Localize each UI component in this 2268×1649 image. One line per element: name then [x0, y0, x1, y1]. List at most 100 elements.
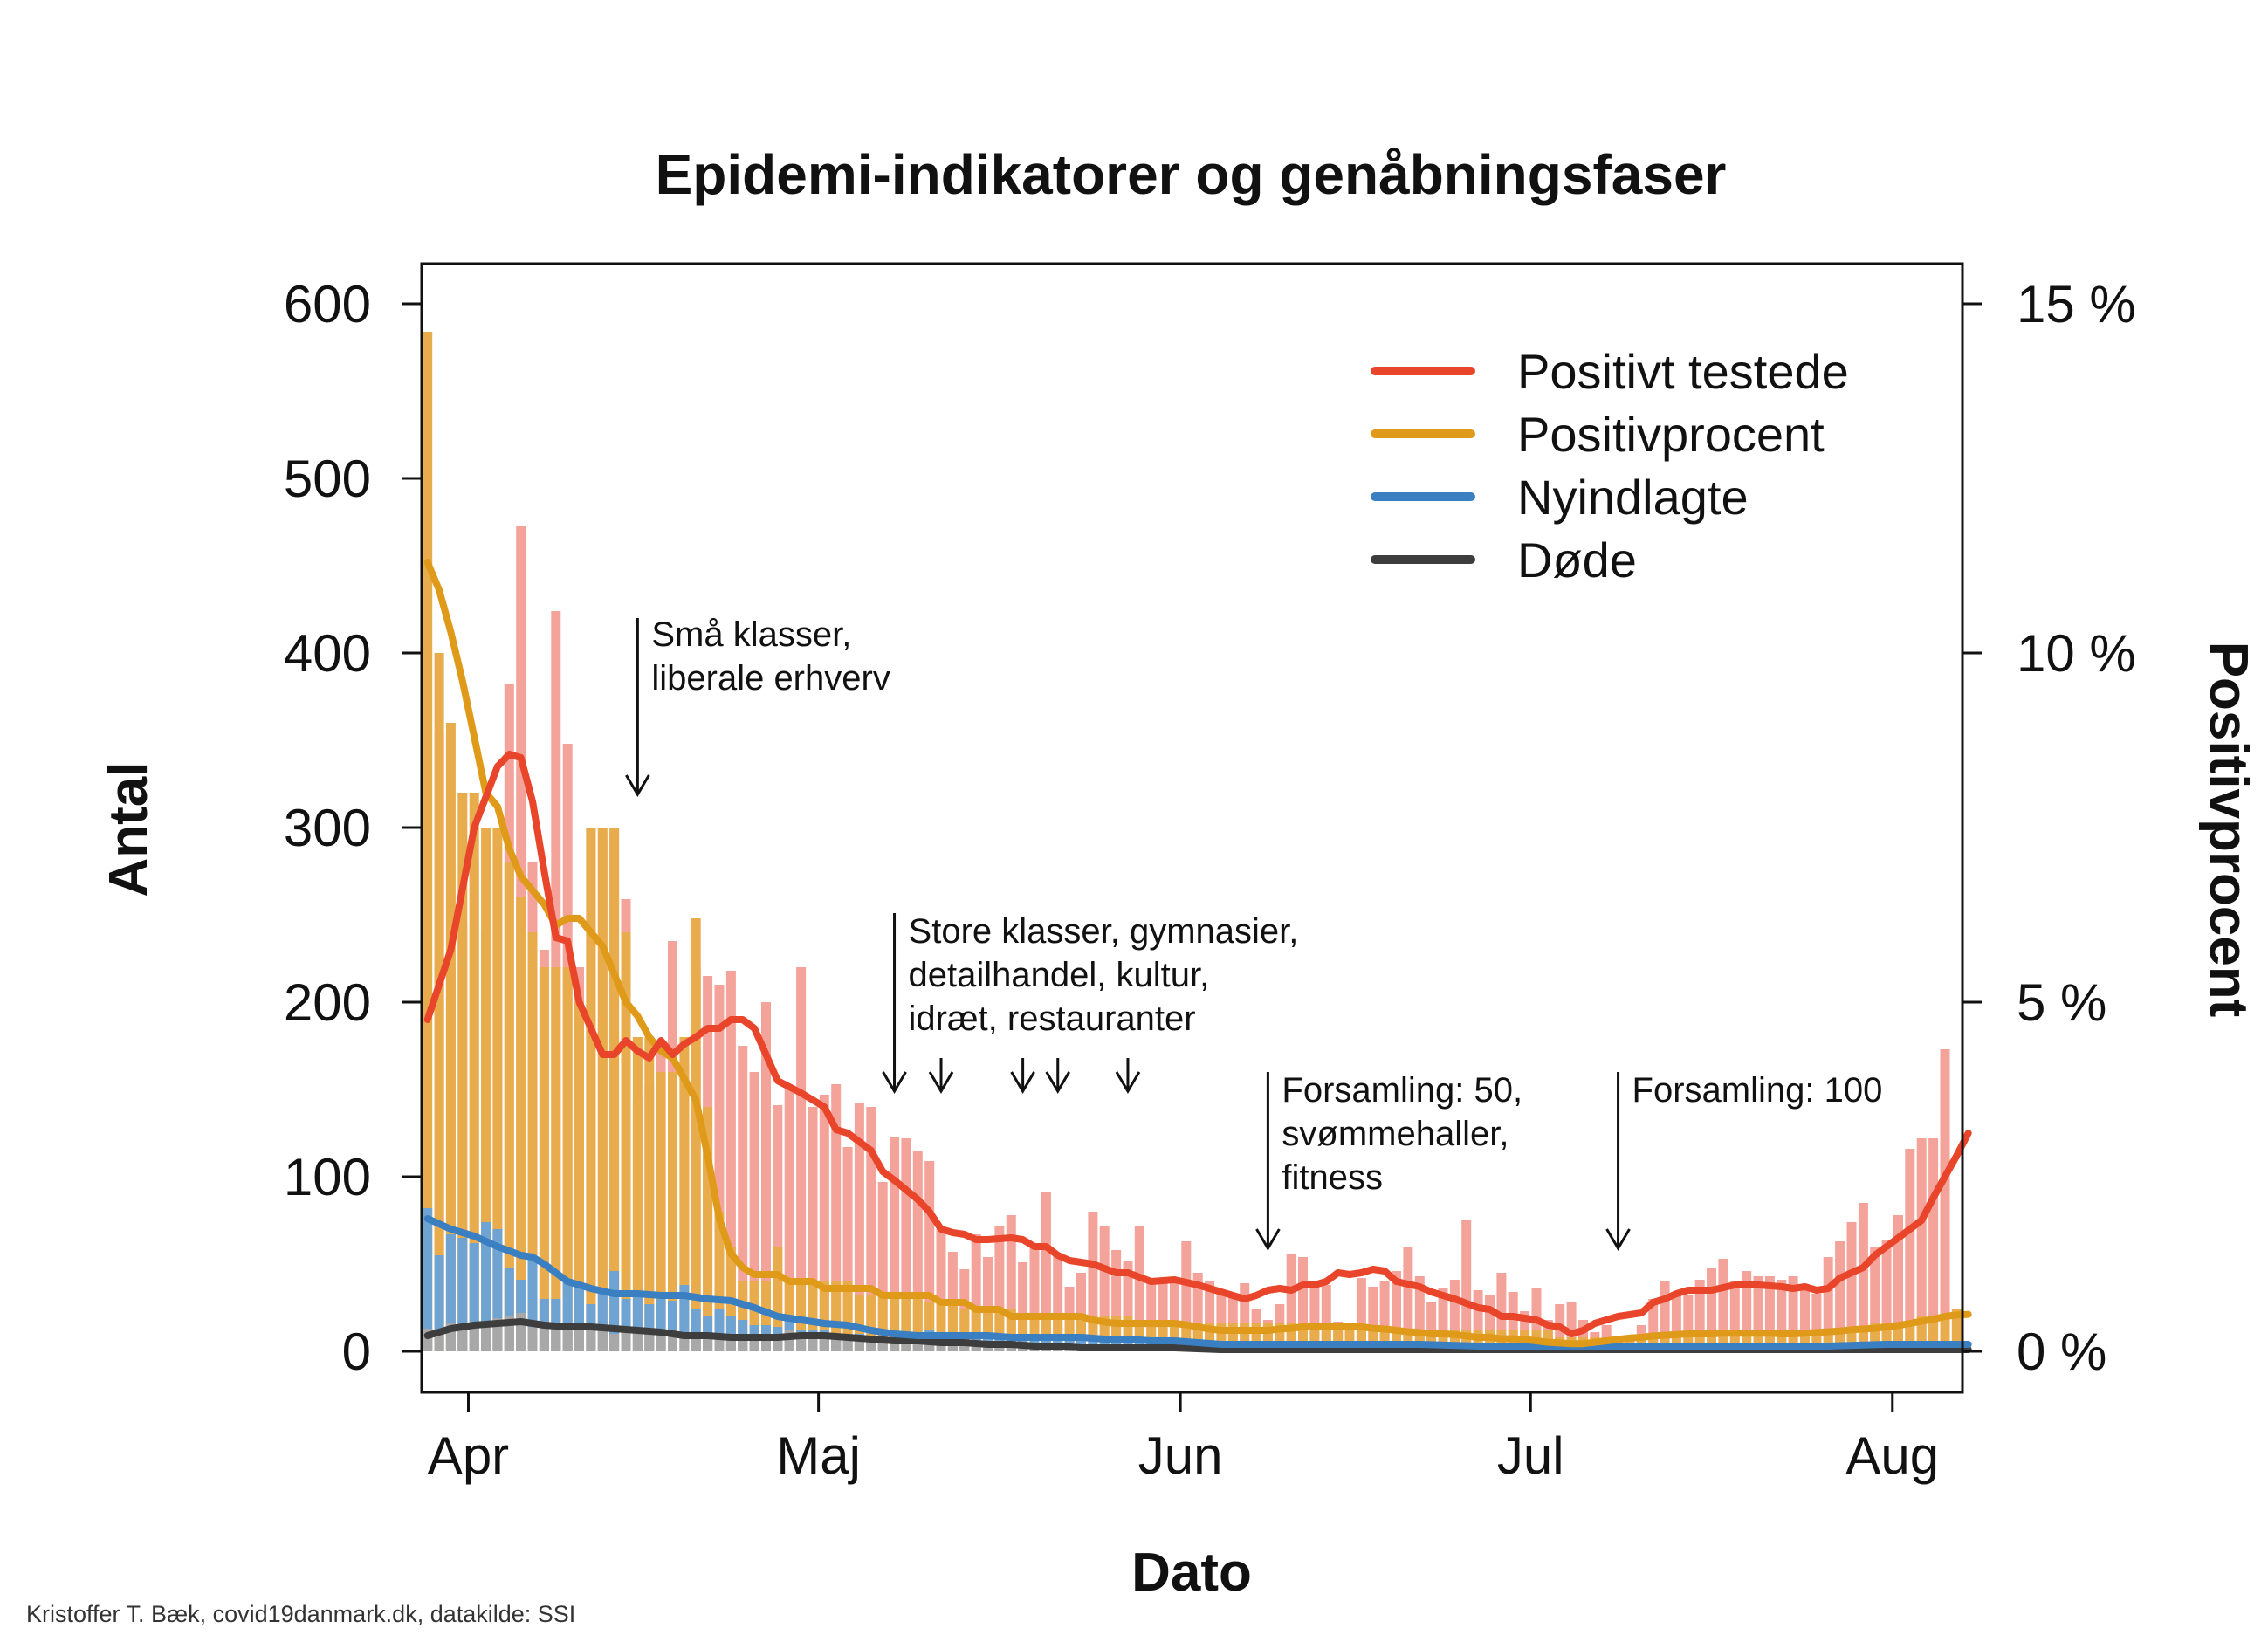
percent-bar	[1461, 1330, 1472, 1351]
cases-bar	[994, 1226, 1005, 1351]
percent-bar	[1811, 1330, 1822, 1351]
cases-bar	[1111, 1250, 1122, 1351]
bottom-axis: Apr Maj Jun Jul Aug	[428, 1392, 1939, 1485]
cases-bar	[1694, 1280, 1705, 1351]
death-bar	[632, 1330, 643, 1351]
death-bar	[714, 1337, 725, 1351]
legend-label: Positivt testede	[1517, 344, 1849, 399]
cases-bar	[1777, 1280, 1787, 1351]
cases-bar	[761, 1002, 771, 1351]
percent-bar	[971, 1309, 981, 1351]
percent-bar	[819, 1281, 829, 1351]
cases-bar	[1158, 1281, 1168, 1351]
cases-bar	[1742, 1271, 1752, 1351]
cases-bar	[890, 1137, 900, 1351]
percent-bar	[1088, 1316, 1098, 1351]
percent-bar	[1286, 1323, 1296, 1351]
left-axis: 0 100 200 300 400 500 600	[284, 275, 422, 1381]
annotation-arrow	[1045, 1058, 1071, 1094]
percent-bar	[691, 918, 701, 1351]
death-bar	[574, 1327, 584, 1351]
death-bar	[796, 1332, 807, 1351]
death-bar	[912, 1343, 923, 1351]
percent-bar	[1858, 1330, 1868, 1351]
y-axis-left-title: Antal	[99, 762, 159, 897]
cases-bar	[1578, 1320, 1588, 1351]
cases-bar	[1146, 1283, 1157, 1351]
death-bar	[890, 1341, 900, 1351]
percent-bar	[539, 967, 549, 1351]
deaths-line	[423, 1318, 1972, 1353]
cases-bar	[1729, 1281, 1740, 1351]
annotation-arrow	[928, 1058, 954, 1094]
cases-bar	[1053, 1255, 1063, 1351]
death-bar	[539, 1329, 549, 1351]
cases-bar	[877, 1182, 888, 1351]
percent-bar	[773, 1247, 783, 1351]
cases-bar	[971, 1234, 981, 1351]
percent-bar	[445, 723, 456, 1351]
cases-bar	[1764, 1276, 1775, 1351]
percent-bar	[936, 1302, 946, 1351]
cases-bar	[1671, 1295, 1681, 1351]
percent-bar	[877, 1295, 888, 1351]
legend: Positivt testede Positivprocent Nyindlagte…	[1371, 344, 1849, 587]
x-tick-label: Apr	[428, 1426, 509, 1485]
percent-bar	[1006, 1309, 1016, 1351]
percent-bar	[1729, 1330, 1740, 1351]
cases-bar	[1753, 1276, 1763, 1351]
cases-bar	[1123, 1261, 1133, 1351]
cases-bar	[1368, 1287, 1378, 1351]
cases-bar	[1648, 1299, 1659, 1351]
percent-bar	[1764, 1330, 1775, 1351]
percent-bar	[1742, 1330, 1752, 1351]
cases-bar	[1461, 1220, 1472, 1351]
percent-bar	[632, 1037, 643, 1351]
cases-bar	[1846, 1222, 1857, 1351]
percent-bar	[1788, 1330, 1798, 1351]
percent-bar	[668, 1072, 677, 1351]
percent-bar	[901, 1295, 911, 1351]
cases-bar	[1660, 1281, 1670, 1351]
cases-bar	[1134, 1226, 1144, 1351]
legend-label: Døde	[1517, 532, 1637, 587]
percent-bar	[1846, 1330, 1857, 1351]
death-bar	[773, 1334, 783, 1351]
percent-bar	[703, 1107, 713, 1351]
cases-bar	[1379, 1281, 1390, 1351]
percent-bar	[597, 828, 608, 1351]
cases-bar	[819, 1095, 829, 1351]
cases-bar	[936, 1229, 946, 1351]
hospitalized-bar	[574, 1285, 584, 1351]
cases-bar	[1928, 1138, 1939, 1351]
death-bar	[423, 1329, 433, 1351]
percent-bar	[492, 828, 503, 1351]
death-bar	[877, 1341, 888, 1351]
percent-bar	[1227, 1323, 1238, 1351]
death-bar	[784, 1330, 794, 1351]
percent-bar	[947, 1302, 958, 1351]
death-bar	[516, 1313, 526, 1351]
cases-bar	[1309, 1287, 1320, 1351]
y-left-tick-label: 0	[342, 1323, 371, 1381]
annotation-arrow	[625, 618, 650, 797]
cases-bar	[983, 1257, 993, 1351]
death-bar	[679, 1332, 690, 1351]
death-bar	[866, 1339, 876, 1351]
death-bar	[644, 1334, 655, 1351]
percent-bar	[1426, 1330, 1437, 1351]
cases-bar	[1718, 1259, 1728, 1351]
percent-bar	[1777, 1330, 1787, 1351]
cases-bar	[1893, 1215, 1903, 1351]
hospitalized-bar	[714, 1309, 725, 1351]
cases-bar	[1426, 1302, 1437, 1351]
percent-bar	[457, 793, 468, 1351]
percent-bar	[1298, 1323, 1308, 1351]
death-bar	[434, 1332, 444, 1351]
annotation-arrow	[1605, 1072, 1631, 1251]
cases-bar	[1566, 1302, 1577, 1351]
legend-item: Døde	[1371, 532, 1637, 587]
death-bar	[959, 1343, 970, 1351]
cases-bar	[1414, 1276, 1425, 1351]
percent-bar	[1800, 1330, 1810, 1351]
